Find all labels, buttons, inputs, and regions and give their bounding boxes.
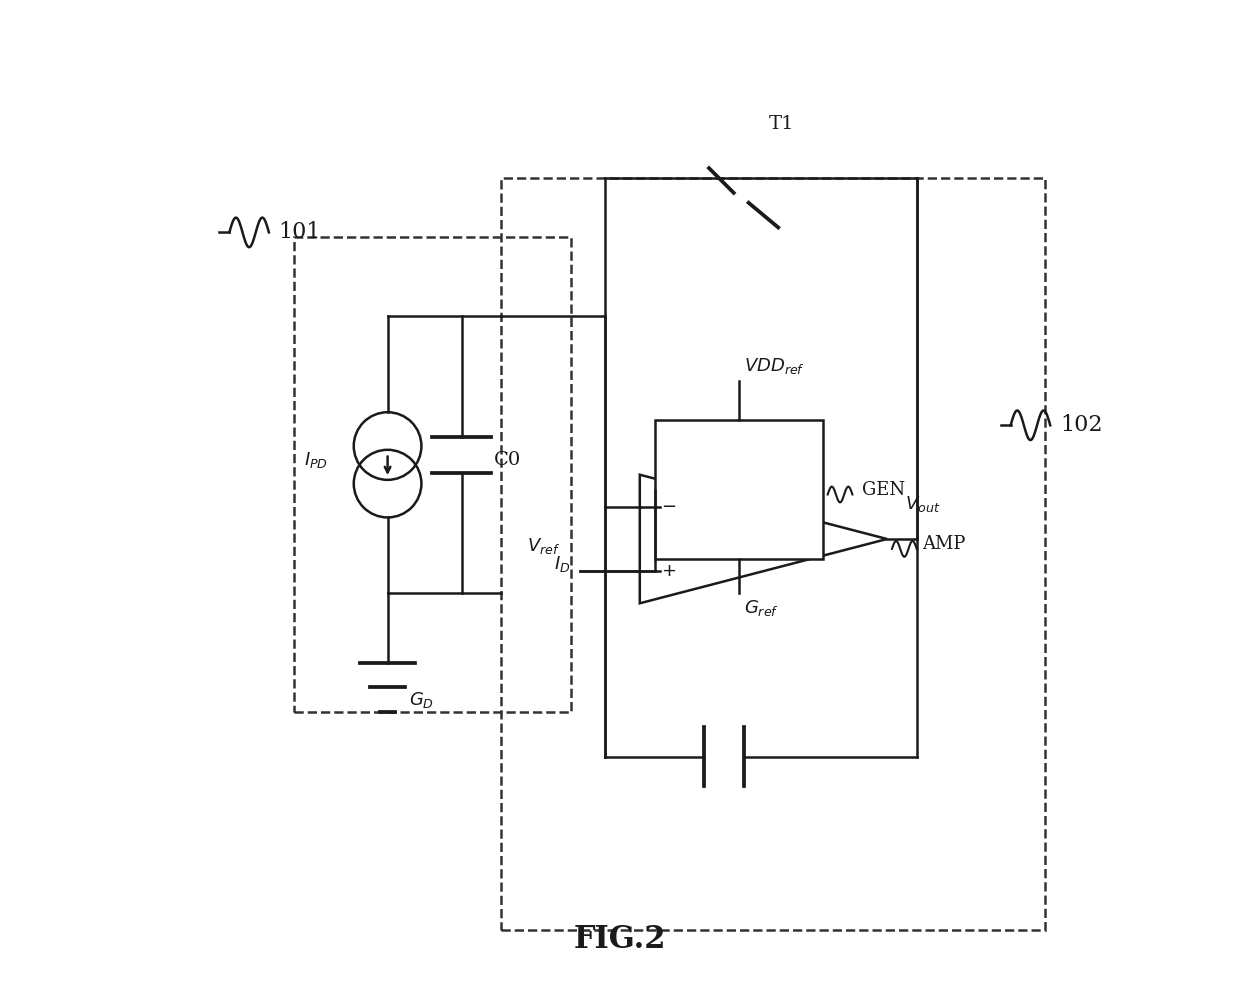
Text: −: − — [661, 497, 677, 516]
Bar — [655, 420, 823, 559]
Text: $G_D$: $G_D$ — [409, 690, 434, 710]
Text: 102: 102 — [1060, 414, 1102, 436]
Text: $V_{ref}$: $V_{ref}$ — [527, 536, 560, 556]
Text: 101: 101 — [279, 222, 321, 243]
Text: GEN: GEN — [862, 481, 905, 498]
Text: AMP: AMP — [921, 535, 965, 553]
Text: $V_{out}$: $V_{out}$ — [905, 494, 940, 514]
Text: $I_D$: $I_D$ — [554, 554, 570, 574]
Text: FIG.2: FIG.2 — [574, 924, 666, 955]
Text: T1: T1 — [769, 115, 794, 133]
Text: $G_{ref}$: $G_{ref}$ — [744, 598, 779, 618]
Text: $I_{PD}$: $I_{PD}$ — [304, 450, 329, 470]
Text: +: + — [661, 562, 677, 581]
Text: C0: C0 — [494, 451, 521, 469]
Text: $VDD_{ref}$: $VDD_{ref}$ — [744, 356, 805, 376]
